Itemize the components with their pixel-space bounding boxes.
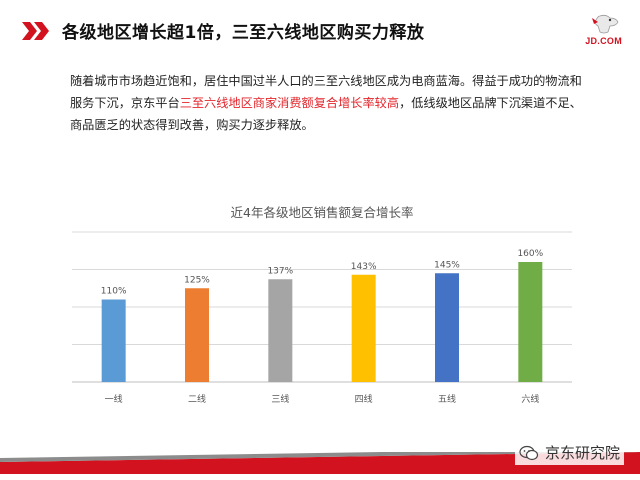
x-tick-label-3: 三线 xyxy=(271,393,289,405)
bar-5 xyxy=(435,273,459,382)
intro-paragraph: 随着城市市场趋近饱和，居住中国过半人口的三至六线地区成为电商蓝海。得益于成功的物… xyxy=(70,70,590,136)
wechat-icon xyxy=(519,445,539,460)
footer-red-band xyxy=(0,452,640,474)
bar-3 xyxy=(268,279,293,382)
bar-1 xyxy=(101,299,126,382)
watermark-text: 京东研究院 xyxy=(544,444,620,462)
data-label-4: 143% xyxy=(351,262,377,272)
bar-chart: 110% 一线 125% 二线 137% 三线 143% 四线 145% 五线 160% 六线 近4年… xyxy=(54,180,590,430)
data-label-1: 110% xyxy=(101,287,127,297)
x-tick-label-5: 五线 xyxy=(438,393,456,405)
intro-highlight: 三至六线地区商家消费额复合增长率较高 xyxy=(179,96,400,110)
chart-title: 近4年各级地区销售额复合增长率 xyxy=(230,205,414,220)
data-label-2: 125% xyxy=(184,275,210,285)
data-label-6: 160% xyxy=(517,249,543,259)
bar-4 xyxy=(351,274,376,382)
bar-6 xyxy=(518,262,543,382)
intro-text-after: ，低线级地区品牌下沉渠道不足、商品匮乏的状态得到改善，购买力逐步释放。 xyxy=(70,96,582,132)
brand-logo-text: JD.COM xyxy=(585,36,622,46)
page-title: 各级地区增长超1倍，三至六线地区购买力释放 xyxy=(62,23,425,43)
chevron-arrows-icon xyxy=(22,22,49,40)
bar-2 xyxy=(185,288,209,382)
x-tick-label-1: 一线 xyxy=(105,393,123,405)
data-label-3: 137% xyxy=(267,266,293,276)
intro-text-before: 随着城市市场趋近饱和，居住中国过半人口的三至六线地区成为电商蓝海。得益于成功的物… xyxy=(70,74,582,110)
x-tick-label-4: 四线 xyxy=(355,393,373,405)
chart-plot-area: 110% 一线 125% 二线 137% 三线 143% 四线 145% 五线 160% 六线 xyxy=(72,231,572,405)
data-label-5: 145% xyxy=(434,260,460,270)
watermark: 京东研究院 xyxy=(514,440,624,465)
x-tick-label-6: 六线 xyxy=(521,393,539,405)
jd-dog-logo-icon xyxy=(592,14,619,34)
x-tick-label-2: 二线 xyxy=(188,393,206,405)
